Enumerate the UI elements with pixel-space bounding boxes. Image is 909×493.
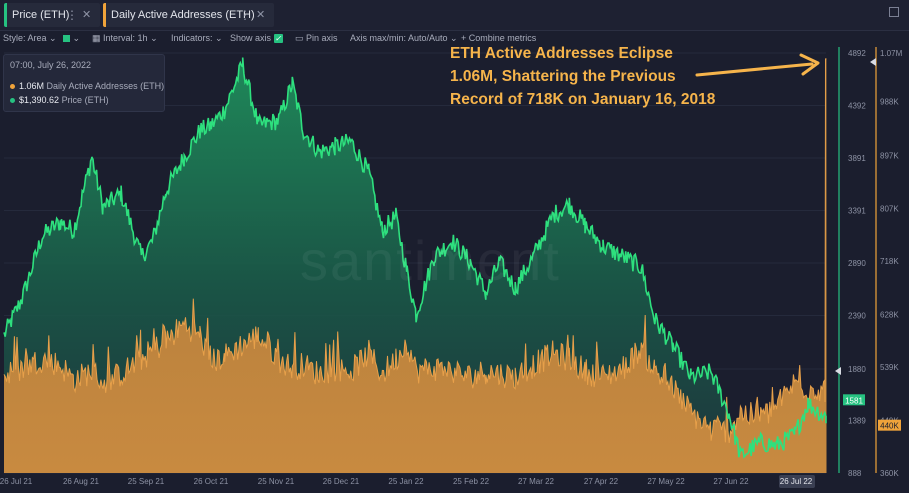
price-tick-label: 1389 <box>848 416 866 425</box>
x-tick-label: 27 May 22 <box>647 477 685 486</box>
indicators-dropdown[interactable]: Indicators: ⌄ <box>171 33 223 43</box>
tab-color-marker <box>4 3 7 27</box>
price-tick-label: 3391 <box>848 206 866 215</box>
daa-tick-label: 807K <box>880 205 899 214</box>
x-tick-label: 25 Nov 21 <box>258 477 295 486</box>
x-tick-label: 25 Jan 22 <box>388 477 424 486</box>
tooltip-row-price: $1,390.62 Price (ETH) <box>10 95 109 105</box>
daa-tick-label: 360K <box>880 469 899 478</box>
style-dropdown[interactable]: Style: Area ⌄ <box>3 33 57 43</box>
daa-dot <box>10 84 15 90</box>
indicators-label: Indicators: <box>171 33 213 43</box>
tooltip-date: 07:00, July 26, 2022 <box>10 60 92 70</box>
pin-icon: ▭ <box>295 33 304 43</box>
annotation-line-2: 1.06M, Shattering the Previous <box>450 68 676 85</box>
price-dot <box>10 98 15 104</box>
axis-maxmin-dropdown[interactable]: Axis max/min: Auto/Auto ⌄ <box>350 33 458 43</box>
tab-label: Price (ETH) <box>12 9 70 21</box>
tab-daily-active-addresses[interactable]: Daily Active Addresses (ETH) ⋮ ✕ <box>103 3 274 27</box>
daily-active-addresses-axis: 1.07M988K897K807K718K628K539K449K360K440… <box>870 47 903 478</box>
interval-dropdown[interactable]: ▦ Interval: 1h ⌄ <box>92 33 158 43</box>
pin-axis-toggle[interactable]: ▭ Pin axis <box>295 33 338 44</box>
show-axis-label: Show axis <box>230 33 272 43</box>
daa-current-label: 440K <box>880 422 899 431</box>
daa-tick-label: 897K <box>880 151 899 160</box>
x-axis: 26 Jul 21 26 Aug 21 25 Sep 21 26 Oct 21 25 N… <box>0 475 815 488</box>
price-current-label: 1581 <box>845 396 863 405</box>
x-tick-label: 26 Dec 21 <box>323 477 360 486</box>
chart-toolbar: Style: Area ⌄ ⌄ ▦ Interval: 1h ⌄ Indicat… <box>0 31 909 47</box>
axis-maxmin-label: Axis max/min: Auto/Auto <box>350 33 448 43</box>
calendar-icon: ▦ <box>92 33 101 43</box>
price-tick-label: 888 <box>848 469 862 478</box>
x-tick-label: 26 Oct 21 <box>194 477 229 486</box>
plus-icon: + <box>461 33 467 43</box>
expand-icon[interactable] <box>889 7 899 17</box>
x-tick-label: 27 Apr 22 <box>584 477 619 486</box>
daa-axis-marker-icon <box>870 58 876 66</box>
tooltip-daa-label: Daily Active Addresses (ETH) <box>46 81 165 91</box>
interval-label: Interval: 1h <box>103 33 148 43</box>
x-tick-label: 25 Feb 22 <box>453 477 490 486</box>
price-axis: 4892 4392 3891 3391 2890 2390 1880 1389 888 1581 <box>835 47 866 478</box>
price-tick-label: 2390 <box>848 311 866 320</box>
combine-metrics-label: Combine metrics <box>468 33 537 43</box>
daa-tick-label: 718K <box>880 257 899 266</box>
annotation-line-1: ETH Active Addresses Eclipse <box>450 45 673 62</box>
daily-active-addresses-area <box>4 58 827 474</box>
x-tick-label: 26 Jul 22 <box>780 477 813 486</box>
x-tick-label: 25 Sep 21 <box>128 477 165 486</box>
watermark: santiment <box>300 229 561 292</box>
daa-tick-label: 988K <box>880 98 899 107</box>
show-axis-toggle[interactable]: Show axis ✓ <box>230 33 283 44</box>
metric-tab-bar: Price (ETH) ⋮ ✕ Daily Active Addresses (… <box>0 0 909 31</box>
x-tick-label: 27 Mar 22 <box>518 477 555 486</box>
price-line <box>3 57 827 459</box>
more-options-icon[interactable]: ⋮ <box>239 8 251 22</box>
price-axis-marker-icon <box>835 367 841 375</box>
x-tick-label: 27 Jun 22 <box>713 477 749 486</box>
more-options-icon[interactable]: ⋮ <box>66 8 78 22</box>
daily-active-addresses-line <box>3 58 827 444</box>
tab-color-marker <box>103 3 106 27</box>
price-tick-label: 3891 <box>848 154 866 163</box>
annotation-arrow <box>695 53 820 77</box>
tooltip-price-label: Price (ETH) <box>61 95 109 105</box>
tab-price-eth[interactable]: Price (ETH) ⋮ ✕ <box>4 3 100 27</box>
combine-metrics-button[interactable]: + Combine metrics <box>461 33 536 43</box>
close-icon[interactable]: ✕ <box>82 9 92 21</box>
close-icon[interactable]: ✕ <box>256 9 266 21</box>
x-tick-label: 26 Jul 21 <box>0 477 33 486</box>
tooltip-row-daa: 1.06M Daily Active Addresses (ETH) <box>10 81 164 91</box>
price-current-badge <box>843 394 865 406</box>
x-axis-current-badge <box>779 475 815 488</box>
price-tick-label: 4892 <box>848 49 866 58</box>
daa-current-badge <box>878 419 901 431</box>
daa-tick-label: 539K <box>880 363 899 372</box>
daa-tick-label: 1.07M <box>880 49 903 58</box>
tooltip-price-value: $1,390.62 <box>19 95 60 105</box>
pin-axis-label: Pin axis <box>306 33 338 43</box>
price-tick-label: 2890 <box>848 259 866 268</box>
chart-tooltip: 07:00, July 26, 2022 1.06M Daily Active … <box>3 54 165 112</box>
tab-label: Daily Active Addresses (ETH) <box>111 9 255 21</box>
style-label: Style: Area <box>3 33 47 43</box>
x-tick-label: 26 Aug 21 <box>63 477 100 486</box>
checkbox-checked-icon: ✓ <box>273 34 283 44</box>
price-tick-label: 1880 <box>848 365 866 374</box>
tooltip-daa-value: 1.06M <box>19 81 45 91</box>
annotation-line-3: Record of 718K on January 16, 2018 <box>450 91 716 108</box>
price-tick-label: 4392 <box>848 101 866 110</box>
annotation-text: ETH Active Addresses Eclipse 1.06M, Shat… <box>450 42 715 111</box>
daa-tick-label: 628K <box>880 310 899 319</box>
color-swatch <box>63 35 70 43</box>
color-picker[interactable]: ⌄ <box>63 33 80 44</box>
